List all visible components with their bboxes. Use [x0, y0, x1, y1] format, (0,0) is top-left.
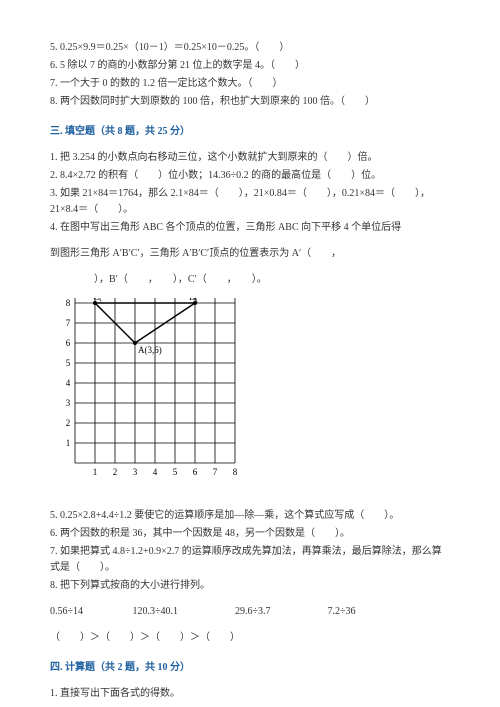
svg-text:7: 7 — [213, 467, 218, 477]
fill-line-4b: 到图形三角形 A′B′C′，三角形 A′B′C′顶点的位置表示为 A′（ ， — [50, 246, 450, 262]
svg-text:5: 5 — [66, 358, 71, 368]
judge-line-7: 7. 一个大于 0 的数的 1.2 倍一定比这个数大。（ ） — [50, 76, 450, 92]
svg-text:1: 1 — [66, 438, 71, 448]
svg-text:8: 8 — [66, 298, 71, 308]
svg-text:6: 6 — [66, 338, 71, 348]
svg-text:4: 4 — [66, 378, 71, 388]
fill-line-2: 2. 8.4×2.72 的积有（ ）位小数；14.36÷0.2 的商的最高位是（… — [50, 168, 450, 184]
svg-text:1: 1 — [93, 467, 98, 477]
svg-text:2: 2 — [66, 418, 71, 428]
svg-text:3: 3 — [133, 467, 138, 477]
section-3-title: 三. 填空题（共 8 题，共 25 分） — [50, 124, 450, 140]
expr-a: 0.56÷14 — [50, 604, 130, 620]
fill-line-3: 3. 如果 21×84＝1764，那么 2.1×84＝（ ），21×0.84＝（… — [50, 186, 450, 218]
svg-text:C(: C( — [93, 298, 102, 302]
judge-line-8: 8. 两个因数同时扩大到原数的 100 倍，积也扩大到原来的 100 倍。（ ） — [50, 94, 450, 110]
svg-text:7: 7 — [66, 318, 71, 328]
fill-line-6: 6. 两个因数的积是 36，其中一个因数是 48，另一个因数是（ ）。 — [50, 526, 450, 542]
judgement-block: 5. 0.25×9.9＝0.25×（10－1）＝0.25×10－0.25。（ ）… — [50, 40, 450, 110]
svg-text:B(: B( — [189, 298, 198, 302]
calc-line-1: 1. 直接写出下面各式的得数。 — [50, 686, 450, 702]
svg-text:8: 8 — [233, 467, 238, 477]
fill-line-5: 5. 0.25×2.8+4.4÷1.2 要使它的运算顺序是加—除—乘，这个算式应… — [50, 508, 450, 524]
judge-line-5: 5. 0.25×9.9＝0.25×（10－1）＝0.25×10－0.25。（ ） — [50, 40, 450, 56]
fill-line-4a: 4. 在图中写出三角形 ABC 各个顶点的位置，三角形 ABC 向下平移 4 个… — [50, 220, 450, 236]
svg-text:2: 2 — [113, 467, 118, 477]
fill-line-1: 1. 把 3.254 的小数点向右移动三位，这个小数就扩大到原来的（ ）倍。 — [50, 150, 450, 166]
comparison-blank-row: （ ）＞（ ）＞（ ）＞（ ） — [50, 630, 450, 646]
svg-text:4: 4 — [153, 467, 158, 477]
section-4-title: 四. 计算题（共 2 题，共 10 分） — [50, 660, 450, 676]
svg-text:5: 5 — [173, 467, 178, 477]
svg-text:3: 3 — [66, 398, 71, 408]
fill-blank-block: 1. 把 3.254 的小数点向右移动三位，这个小数就扩大到原来的（ ）倍。 2… — [50, 150, 450, 288]
expression-row: 0.56÷14 120.3÷40.1 29.6÷3.7 7.2÷36 — [50, 604, 450, 620]
fill-line-8: 8. 把下列算式按商的大小进行排列。 — [50, 578, 450, 594]
triangle-chart: 12345678123456789A(3,6)B(C( — [50, 298, 450, 494]
after-chart-block: 5. 0.25×2.8+4.4÷1.2 要使它的运算顺序是加—除—乘，这个算式应… — [50, 508, 450, 594]
judge-line-6: 6. 5 除以 7 的商的小数部分第 21 位上的数字是 4。（ ） — [50, 58, 450, 74]
grid-svg: 12345678123456789A(3,6)B(C( — [50, 298, 240, 488]
fill-line-7: 7. 如果把算式 4.8÷1.2+0.9×2.7 的运算顺序改成先算加法，再算乘… — [50, 544, 450, 576]
expr-b: 120.3÷40.1 — [133, 604, 233, 620]
expr-c: 29.6÷3.7 — [235, 604, 325, 620]
fill-line-4c: ），B′（ ， ），C′（ ， ）。 — [50, 272, 450, 288]
expr-d: 7.2÷36 — [328, 604, 408, 620]
svg-text:A(3,6): A(3,6) — [138, 345, 162, 355]
svg-text:6: 6 — [193, 467, 198, 477]
